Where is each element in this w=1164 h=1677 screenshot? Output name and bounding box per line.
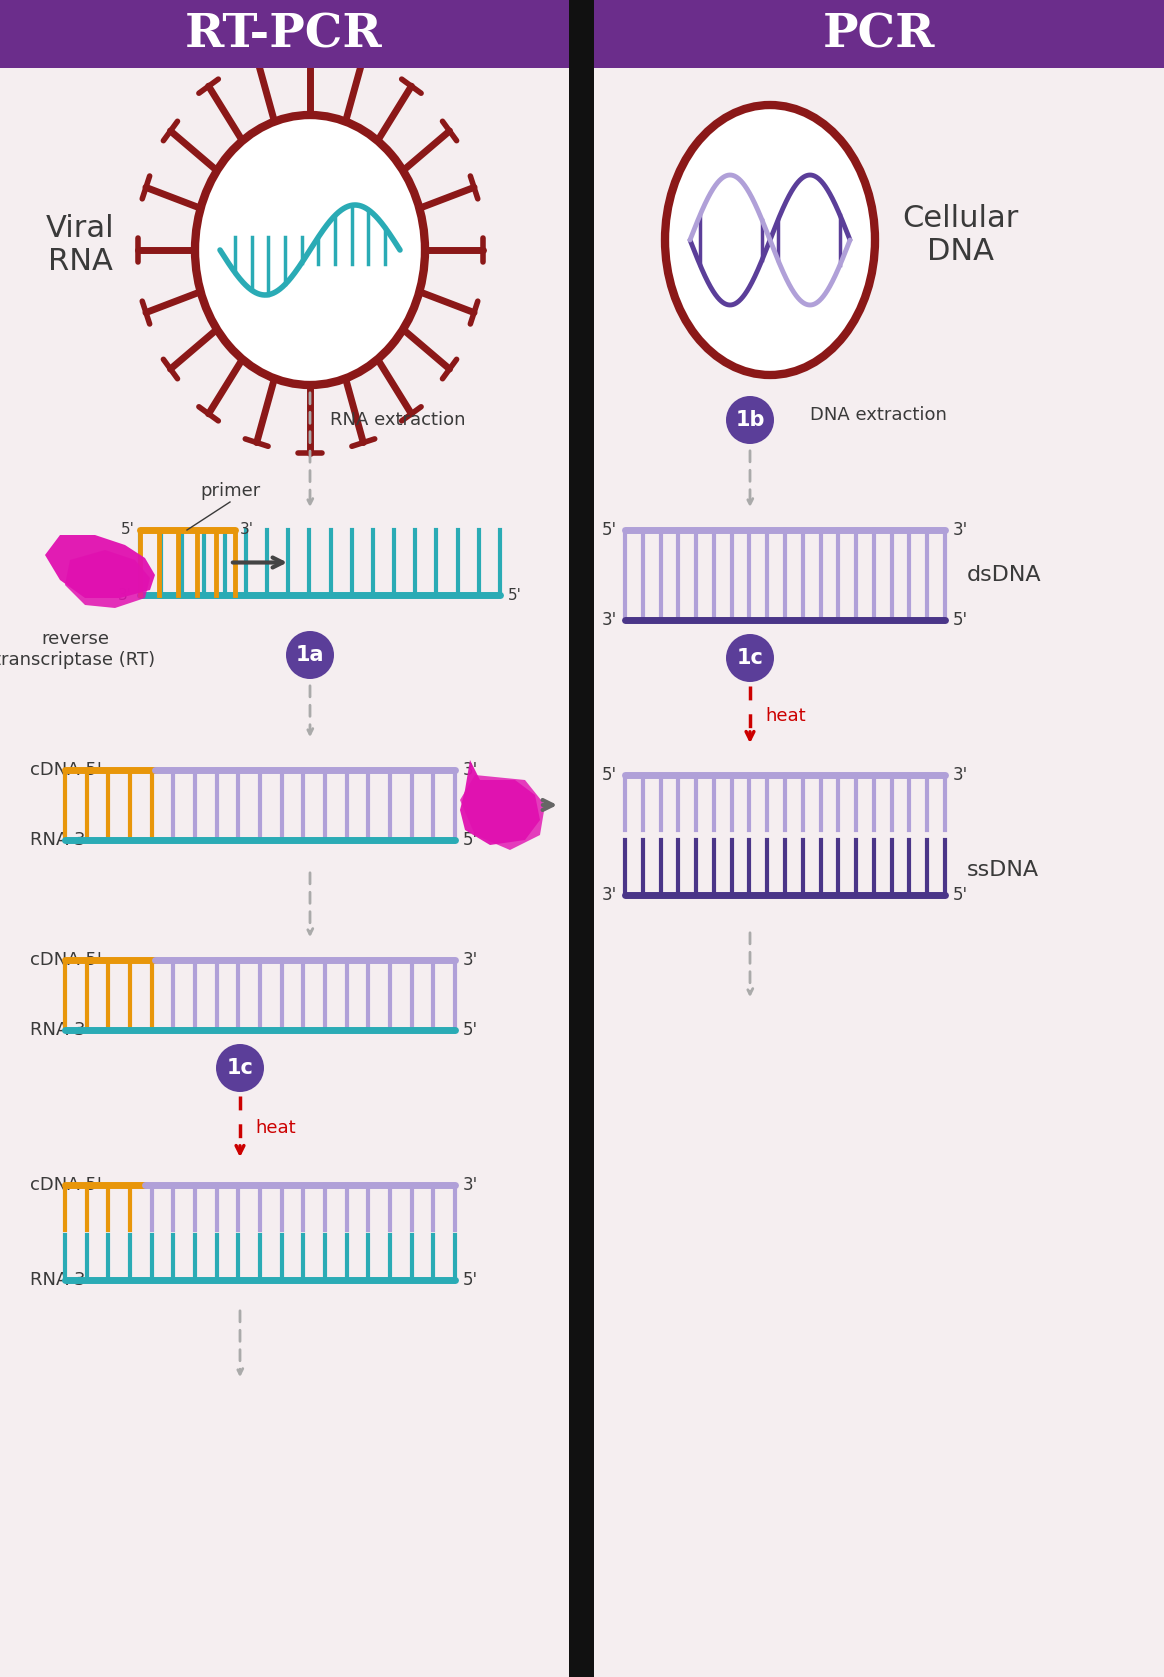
Text: 3': 3' [463, 1176, 478, 1194]
Text: RNA 3': RNA 3' [30, 1021, 91, 1040]
Text: cDNA 5': cDNA 5' [30, 761, 102, 780]
Text: 5': 5' [508, 587, 521, 602]
Text: RT-PCR: RT-PCR [185, 12, 383, 57]
Text: 5': 5' [463, 1271, 478, 1290]
Polygon shape [460, 760, 540, 845]
Text: 5': 5' [463, 1021, 478, 1040]
Text: 3': 3' [953, 766, 968, 785]
Text: heat: heat [255, 1119, 296, 1137]
Ellipse shape [665, 106, 875, 376]
Polygon shape [460, 775, 545, 850]
Text: cDNA 5': cDNA 5' [30, 1176, 102, 1194]
Polygon shape [45, 535, 155, 599]
Text: 3': 3' [602, 610, 617, 629]
Text: cDNA 5': cDNA 5' [30, 951, 102, 969]
Text: ssDNA: ssDNA [967, 860, 1039, 880]
Bar [0, 0, 569, 69]
Bar [569, 0, 594, 1677]
Text: 1a: 1a [296, 646, 325, 666]
Text: 3': 3' [240, 523, 254, 538]
Text: 1c: 1c [227, 1058, 254, 1078]
Text: 1b: 1b [736, 409, 765, 429]
Text: heat: heat [765, 708, 805, 724]
Text: Cellular
DNA: Cellular DNA [902, 203, 1018, 267]
Circle shape [217, 1045, 264, 1092]
Text: 3': 3' [118, 587, 132, 602]
Bar [594, 0, 1164, 69]
Text: 5': 5' [602, 766, 617, 785]
Text: 3': 3' [463, 761, 478, 780]
Circle shape [286, 631, 334, 679]
Text: RNA 3': RNA 3' [30, 832, 91, 849]
Text: 3': 3' [463, 951, 478, 969]
Circle shape [726, 634, 774, 683]
Text: DNA extraction: DNA extraction [810, 406, 946, 424]
Text: 1c: 1c [737, 647, 764, 667]
Text: 5': 5' [602, 522, 617, 538]
Text: 3': 3' [602, 885, 617, 904]
Circle shape [726, 396, 774, 444]
Text: 5': 5' [121, 523, 135, 538]
Text: 5': 5' [953, 885, 968, 904]
Text: RNA 3': RNA 3' [30, 1271, 91, 1290]
Ellipse shape [196, 116, 425, 386]
Text: reverse
transcriptase (RT): reverse transcriptase (RT) [0, 631, 156, 669]
Text: 5': 5' [953, 610, 968, 629]
Text: PCR: PCR [823, 12, 935, 57]
Polygon shape [65, 550, 150, 609]
Text: 5': 5' [463, 832, 478, 849]
Text: RNA extraction: RNA extraction [331, 411, 466, 429]
Text: Viral
RNA: Viral RNA [45, 213, 114, 277]
Text: dsDNA: dsDNA [967, 565, 1042, 585]
Text: 3': 3' [953, 522, 968, 538]
Text: primer: primer [200, 481, 260, 500]
